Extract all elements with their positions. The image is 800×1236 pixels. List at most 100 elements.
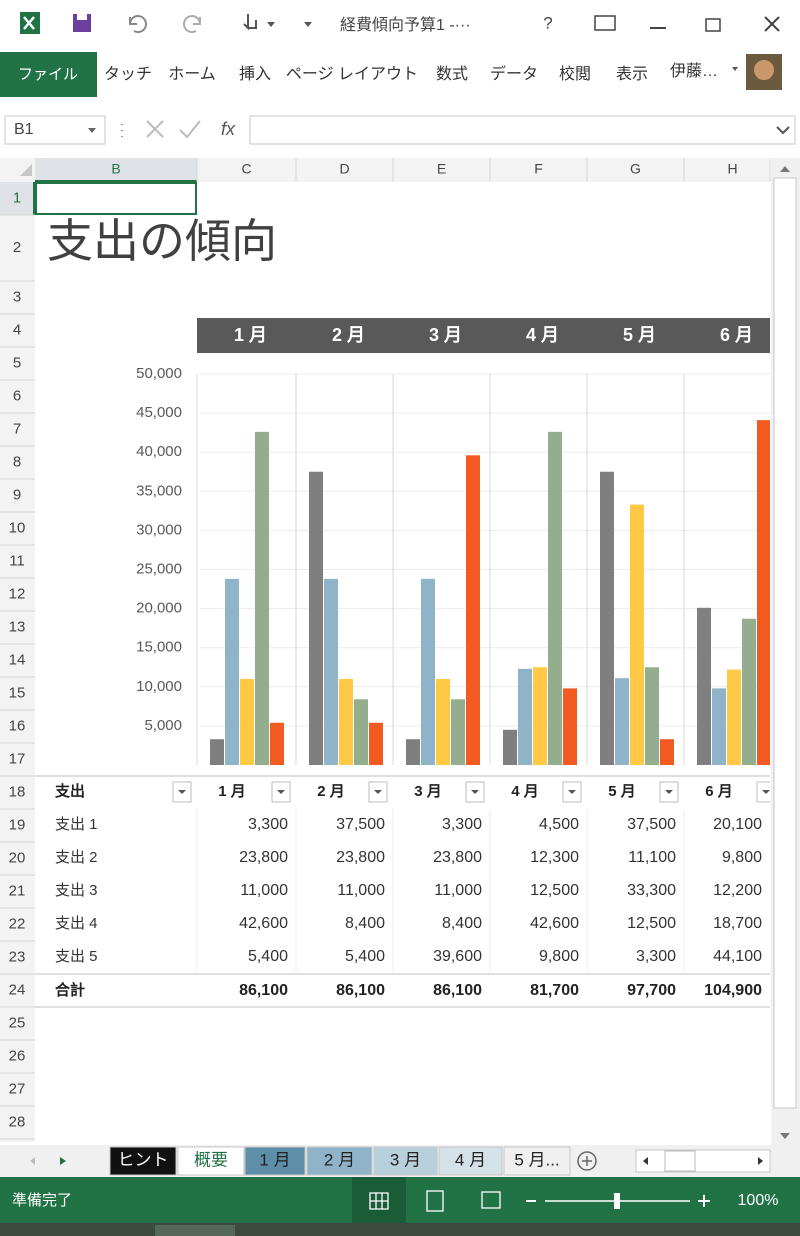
help-button[interactable]: ? — [543, 13, 552, 32]
y-tick-label: 45,000 — [136, 404, 182, 421]
column-header[interactable]: D — [339, 161, 349, 177]
row-header[interactable]: 13 — [9, 618, 26, 635]
row-header[interactable]: 4 — [13, 321, 21, 338]
row-header[interactable]: 10 — [9, 519, 26, 536]
customize-arrow[interactable] — [304, 22, 312, 27]
page-layout-button[interactable] — [426, 1190, 444, 1212]
cancel-icon[interactable] — [146, 120, 164, 138]
row-header[interactable]: 16 — [9, 717, 26, 734]
user-menu-arrow[interactable] — [732, 67, 738, 71]
ribbon-tab[interactable]: 表示 — [616, 65, 648, 83]
sheet-tab-label[interactable]: 5 月... — [514, 1150, 559, 1169]
formula-input[interactable] — [249, 115, 796, 145]
zoom-level[interactable]: 100% — [738, 1192, 779, 1209]
page-break-button[interactable] — [481, 1191, 501, 1209]
column-header[interactable]: F — [534, 161, 543, 177]
scroll-thumb[interactable] — [773, 177, 797, 1109]
ribbon-tab[interactable]: 挿入 — [239, 65, 271, 83]
enter-icon[interactable] — [179, 120, 201, 139]
scroll-up[interactable] — [780, 166, 790, 172]
ribbon-display-icon[interactable] — [594, 15, 616, 31]
sheet-tab-label[interactable]: 3 月 — [390, 1150, 421, 1169]
y-tick-label: 5,000 — [144, 717, 182, 734]
column-header[interactable]: B — [111, 161, 120, 177]
row-header[interactable]: 24 — [9, 981, 26, 998]
zoom-in[interactable] — [698, 1195, 710, 1207]
row-header[interactable]: 27 — [9, 1080, 26, 1097]
row-header[interactable]: 20 — [9, 849, 26, 866]
redo-icon[interactable] — [183, 15, 201, 34]
ribbon-tab[interactable]: タッチ — [104, 65, 152, 83]
column-header[interactable]: E — [437, 161, 446, 177]
filter-button[interactable] — [756, 781, 775, 803]
normal-view-button[interactable] — [369, 1192, 389, 1210]
ribbon-tab[interactable]: ページ レイアウト — [286, 65, 418, 83]
sheet-tab[interactable] — [373, 1146, 438, 1176]
sheet-tab[interactable] — [177, 1146, 245, 1176]
row-header[interactable]: 18 — [9, 783, 26, 800]
ribbon-tab[interactable]: 数式 — [436, 65, 468, 83]
row-header[interactable]: 5 — [13, 354, 21, 371]
undo-icon[interactable] — [129, 15, 147, 34]
sheet-tab-label[interactable]: ヒント — [118, 1150, 169, 1169]
row-header[interactable]: 8 — [13, 453, 21, 470]
sheet-tab-label[interactable]: 1 月 — [259, 1150, 290, 1169]
user-name[interactable]: 伊藤… — [670, 62, 718, 80]
sheet-tab[interactable] — [109, 1146, 177, 1176]
ribbon-tab[interactable]: データ — [490, 64, 538, 83]
row-header[interactable]: 9 — [13, 486, 21, 503]
name-box-arrow[interactable] — [88, 128, 96, 133]
select-all[interactable] — [20, 164, 32, 176]
zoom-thumb[interactable] — [614, 1193, 620, 1209]
hscroll-left[interactable] — [643, 1157, 648, 1165]
ribbon-tab[interactable]: 校閲 — [559, 65, 591, 83]
sheet-tab[interactable] — [306, 1146, 373, 1176]
row-header[interactable]: 17 — [9, 750, 26, 767]
selected-cell[interactable] — [35, 182, 197, 215]
touch-mode-icon[interactable] — [243, 14, 257, 31]
row-header[interactable]: 6 — [13, 387, 21, 404]
name-box[interactable] — [4, 115, 106, 145]
close-button[interactable] — [764, 16, 780, 32]
sheet-tab[interactable] — [244, 1146, 306, 1176]
row-header[interactable]: 26 — [9, 1047, 26, 1064]
sheet-tab-label[interactable]: 2 月 — [324, 1150, 355, 1169]
row-header[interactable]: 23 — [9, 948, 26, 965]
row-header[interactable]: 21 — [9, 882, 26, 899]
row-header[interactable]: 28 — [9, 1113, 26, 1130]
sheet-tab[interactable] — [503, 1146, 571, 1176]
column-header[interactable]: G — [630, 161, 641, 177]
scroll-down[interactable] — [780, 1133, 790, 1139]
row-header[interactable]: 22 — [9, 915, 26, 932]
row-header[interactable]: 2 — [13, 239, 21, 256]
file-tab[interactable] — [0, 52, 97, 97]
dropdown-arrow[interactable] — [267, 22, 275, 27]
ribbon-tab[interactable]: ホーム — [168, 66, 216, 83]
tab-scroll-left[interactable] — [30, 1157, 35, 1165]
fx-button[interactable]: fx — [221, 119, 236, 139]
bar — [466, 455, 480, 765]
row-header[interactable]: 12 — [9, 585, 26, 602]
sheet-tab[interactable] — [438, 1146, 503, 1176]
column-header[interactable]: H — [727, 161, 737, 177]
table-cell: 3,300 — [442, 816, 482, 833]
sheet-tab-label[interactable]: 4 月 — [455, 1150, 486, 1169]
row-header[interactable]: 14 — [9, 651, 26, 668]
column-header[interactable]: C — [241, 161, 251, 177]
row-header[interactable]: 3 — [13, 288, 21, 305]
row-header[interactable]: 11 — [9, 552, 25, 569]
row-header[interactable]: 15 — [9, 684, 26, 701]
row-header[interactable]: 7 — [13, 420, 21, 437]
row-header[interactable]: 25 — [9, 1014, 26, 1031]
tab-scroll-right[interactable] — [60, 1157, 66, 1165]
horizontal-scroll-thumb[interactable] — [664, 1150, 696, 1172]
row-header[interactable]: 1 — [13, 189, 21, 206]
file-tab-label[interactable]: ファイル — [18, 66, 78, 83]
sheet-tab-label[interactable]: 概要 — [194, 1150, 228, 1169]
expand-formula-bar[interactable] — [776, 126, 790, 135]
hscroll-right[interactable] — [758, 1157, 763, 1165]
taskbar-item[interactable] — [155, 1225, 235, 1236]
restore-button[interactable] — [705, 18, 721, 32]
row-header[interactable]: 19 — [9, 816, 26, 833]
new-sheet-button[interactable] — [577, 1151, 597, 1171]
